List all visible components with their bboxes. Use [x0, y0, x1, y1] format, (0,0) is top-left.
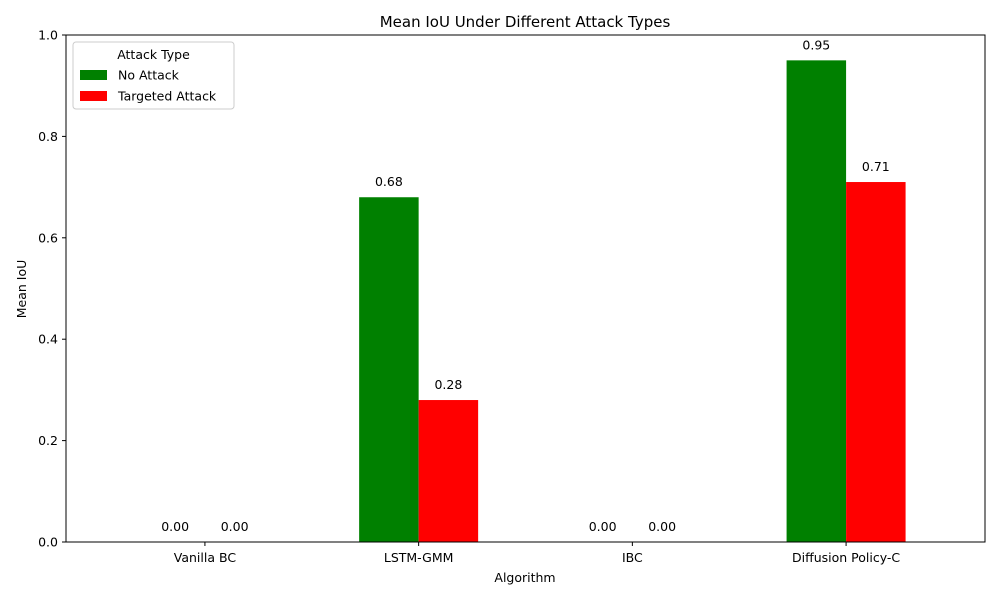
plot-frame: [65, 34, 986, 543]
legend-title: Attack Type: [117, 47, 190, 62]
legend-entry: No Attack: [118, 68, 180, 83]
bar: [846, 182, 906, 542]
data-label: 0.28: [434, 377, 462, 392]
legend-entry: Targeted Attack: [117, 89, 217, 104]
data-label: 0.95: [802, 37, 830, 52]
data-label: 0.68: [375, 174, 403, 189]
chart-title: Mean IoU Under Different Attack Types: [380, 13, 671, 31]
legend: Attack Type No Attack Targeted Attack: [72, 41, 235, 110]
x-tick-label: Vanilla BC: [174, 550, 237, 565]
y-tick-label: 0.2: [38, 433, 58, 448]
data-label: 0.71: [862, 159, 890, 174]
bar: [786, 60, 847, 542]
data-label: 0.00: [589, 519, 617, 534]
y-tick-label: 0.4: [38, 332, 58, 347]
x-tick-label: Diffusion Policy-C: [792, 550, 900, 565]
legend-frame: [72, 41, 235, 110]
data-label: 0.00: [648, 519, 676, 534]
legend-swatch: [80, 91, 107, 101]
bar: [359, 197, 419, 543]
legend-swatch: [80, 70, 107, 80]
x-tick-label: IBC: [622, 550, 643, 565]
bar: [418, 400, 479, 542]
data-label: 0.00: [161, 519, 189, 534]
y-tick-label: 0.6: [38, 230, 58, 245]
bars-layer: [359, 60, 906, 543]
y-axis-label: Mean IoU: [14, 260, 29, 319]
x-axis-label: Algorithm: [494, 570, 555, 585]
y-tick-label: 1.0: [38, 28, 58, 43]
y-tick-label: 0.0: [38, 535, 58, 550]
x-tick-label: LSTM-GMM: [384, 550, 454, 565]
data-label: 0.00: [221, 519, 249, 534]
y-tick-label: 0.8: [38, 129, 58, 144]
axes-layer: Vanilla BC LSTM-GMM IBC Diffusion Policy-C 0…: [38, 28, 986, 565]
data-labels-layer: 0.00 0.00 0.68 0.28 0.00 0.00 0.95 0.71: [161, 37, 890, 534]
